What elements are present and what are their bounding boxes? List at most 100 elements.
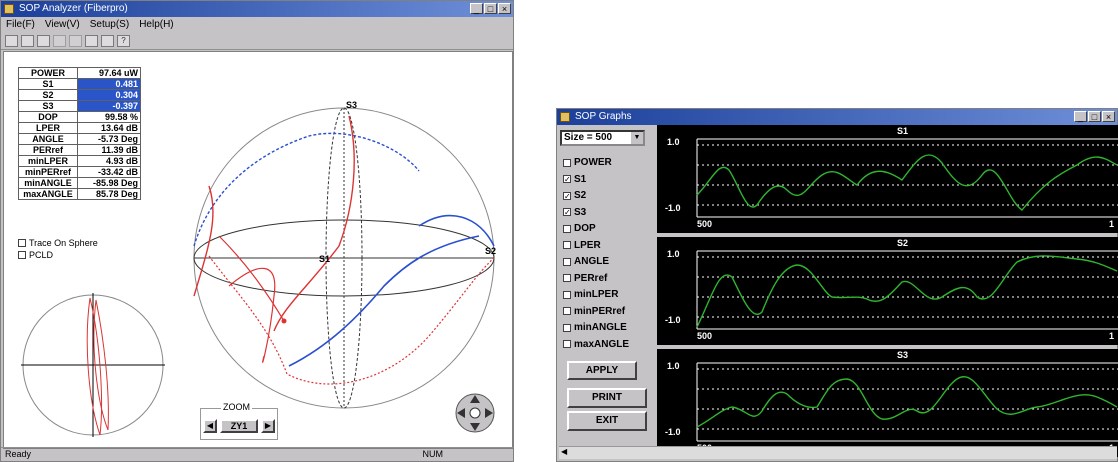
graph-option-checkbox[interactable] <box>563 340 571 348</box>
menu-file[interactable]: File(F) <box>6 18 35 32</box>
graph-option-angle[interactable]: ANGLE <box>563 256 609 267</box>
graph-option-label: minANGLE <box>574 322 627 333</box>
graph-option-maxangle[interactable]: maxANGLE <box>563 339 629 350</box>
horizontal-scrollbar[interactable]: ◀ <box>559 446 1117 459</box>
open-folder-icon[interactable] <box>21 35 34 47</box>
new-file-icon[interactable] <box>5 35 18 47</box>
graph-option-checkbox[interactable] <box>563 241 571 249</box>
exit-button[interactable]: EXIT <box>567 411 647 431</box>
sop-graphs-window: SOP Graphs _ □ × Size = 500 ▼ POWER ✓ S1 ✓ S… <box>556 108 1118 462</box>
graphs-close-icon[interactable]: × <box>1102 111 1115 122</box>
save-icon[interactable] <box>37 35 50 47</box>
rotation-nav-pad-icon[interactable] <box>454 392 496 434</box>
print-button[interactable]: PRINT <box>567 388 647 408</box>
graph-option-minperref[interactable]: minPERref <box>563 306 625 317</box>
chevron-down-icon[interactable]: ▼ <box>631 132 643 144</box>
graph-option-checkbox[interactable] <box>563 258 571 266</box>
param-label: minPERref <box>19 167 78 178</box>
print-icon[interactable] <box>101 35 114 47</box>
param-row: S3 -0.397 <box>19 101 141 112</box>
parameter-table: POWER 97.64 uW S1 0.481 S2 0.304 S3 -0.397 DOP 99… <box>18 67 141 200</box>
cut-icon[interactable] <box>53 35 66 47</box>
graph-option-minangle[interactable]: minANGLE <box>563 322 627 333</box>
graph-option-checkbox[interactable] <box>563 159 571 167</box>
graph-option-label: S1 <box>574 174 586 185</box>
graph-option-power[interactable]: POWER <box>563 157 612 168</box>
param-value: 13.64 dB <box>78 123 141 134</box>
trace-on-sphere-checkbox[interactable] <box>18 239 26 247</box>
param-label: S2 <box>19 90 78 101</box>
analyzer-title-bar[interactable]: SOP Analyzer (Fiberpro) _ □ × <box>1 1 513 17</box>
graph-plot <box>657 237 1118 345</box>
param-label: minLPER <box>19 156 78 167</box>
param-label: S3 <box>19 101 78 112</box>
param-label: minANGLE <box>19 178 78 189</box>
status-text: Ready <box>5 449 31 459</box>
analyzer-toolbar: ? <box>1 33 513 50</box>
trace-on-sphere-label: Trace On Sphere <box>29 238 98 248</box>
copy-icon[interactable] <box>69 35 82 47</box>
graph-option-label: DOP <box>574 223 596 234</box>
param-row: ANGLE -5.73 Deg <box>19 134 141 145</box>
s1-label: S1 <box>319 254 330 264</box>
graph-ymax-label: 1.0 <box>667 249 680 259</box>
s3-label: S3 <box>346 100 357 110</box>
maximize-icon[interactable]: □ <box>484 3 497 14</box>
trace-on-sphere-option[interactable]: Trace On Sphere <box>18 238 98 248</box>
graphs-app-icon <box>560 112 570 122</box>
zoom-label: ZOOM <box>221 402 252 412</box>
graph-option-checkbox[interactable]: ✓ <box>563 208 571 216</box>
graph-trace <box>697 377 1117 427</box>
param-value: 85.78 Deg <box>78 189 141 200</box>
graph-option-checkbox[interactable] <box>563 225 571 233</box>
param-row: DOP 99.58 % <box>19 112 141 123</box>
zoom-right-button[interactable]: ▶ <box>261 419 275 433</box>
graphs-maximize-icon[interactable]: □ <box>1088 111 1101 122</box>
graph-trace <box>697 256 1117 327</box>
analyzer-client-area: POWER 97.64 uW S1 0.481 S2 0.304 S3 -0.397 DOP 99… <box>3 51 513 449</box>
pcld-option[interactable]: PCLD <box>18 250 53 260</box>
graph-plot <box>657 349 1118 457</box>
param-row: PERref 11.39 dB <box>19 145 141 156</box>
zoom-value-button[interactable]: ZY1 <box>220 419 258 433</box>
minimize-icon[interactable]: _ <box>470 3 483 14</box>
graph-option-dop[interactable]: DOP <box>563 223 596 234</box>
graph-option-minlper[interactable]: minLPER <box>563 289 618 300</box>
apply-button[interactable]: APPLY <box>567 361 637 380</box>
graphs-title-bar[interactable]: SOP Graphs _ □ × <box>557 109 1117 125</box>
size-select[interactable]: Size = 500 ▼ <box>560 130 645 146</box>
sop-analyzer-window: SOP Analyzer (Fiberpro) _ □ × File(F) Vi… <box>0 0 514 462</box>
graph-option-perref[interactable]: PERref <box>563 273 607 284</box>
graph-option-checkbox[interactable]: ✓ <box>563 175 571 183</box>
close-icon[interactable]: × <box>498 3 511 14</box>
graph-option-lper[interactable]: LPER <box>563 240 601 251</box>
graph-option-s1[interactable]: ✓ S1 <box>563 174 586 185</box>
menu-help[interactable]: Help(H) <box>139 18 173 32</box>
pcld-checkbox[interactable] <box>18 251 26 259</box>
help-icon[interactable]: ? <box>117 35 130 47</box>
graphs-minimize-icon[interactable]: _ <box>1074 111 1087 122</box>
zoom-left-button[interactable]: ◀ <box>203 419 217 433</box>
paste-icon[interactable] <box>85 35 98 47</box>
param-label: S1 <box>19 79 78 90</box>
param-label: ANGLE <box>19 134 78 145</box>
param-row: LPER 13.64 dB <box>19 123 141 134</box>
graph-option-checkbox[interactable] <box>563 291 571 299</box>
graph-ymin-label: -1.0 <box>665 315 681 325</box>
graph-option-checkbox[interactable] <box>563 324 571 332</box>
graph-option-s2[interactable]: ✓ S2 <box>563 190 586 201</box>
graph-plot <box>657 125 1118 233</box>
param-row: minLPER 4.93 dB <box>19 156 141 167</box>
graph-option-checkbox[interactable]: ✓ <box>563 192 571 200</box>
menu-setup[interactable]: Setup(S) <box>90 18 129 32</box>
graph-trace <box>697 155 1117 210</box>
param-row: minPERref -33.42 dB <box>19 167 141 178</box>
menu-view[interactable]: View(V) <box>45 18 80 32</box>
zoom-group: ZOOM ◀ ZY1 ▶ <box>200 408 278 440</box>
scroll-left-icon[interactable]: ◀ <box>561 447 567 456</box>
graph-option-checkbox[interactable] <box>563 274 571 282</box>
poincare-sphere: S3 S1 S2 <box>189 96 509 416</box>
graph-option-s3[interactable]: ✓ S3 <box>563 207 586 218</box>
graph-option-checkbox[interactable] <box>563 307 571 315</box>
